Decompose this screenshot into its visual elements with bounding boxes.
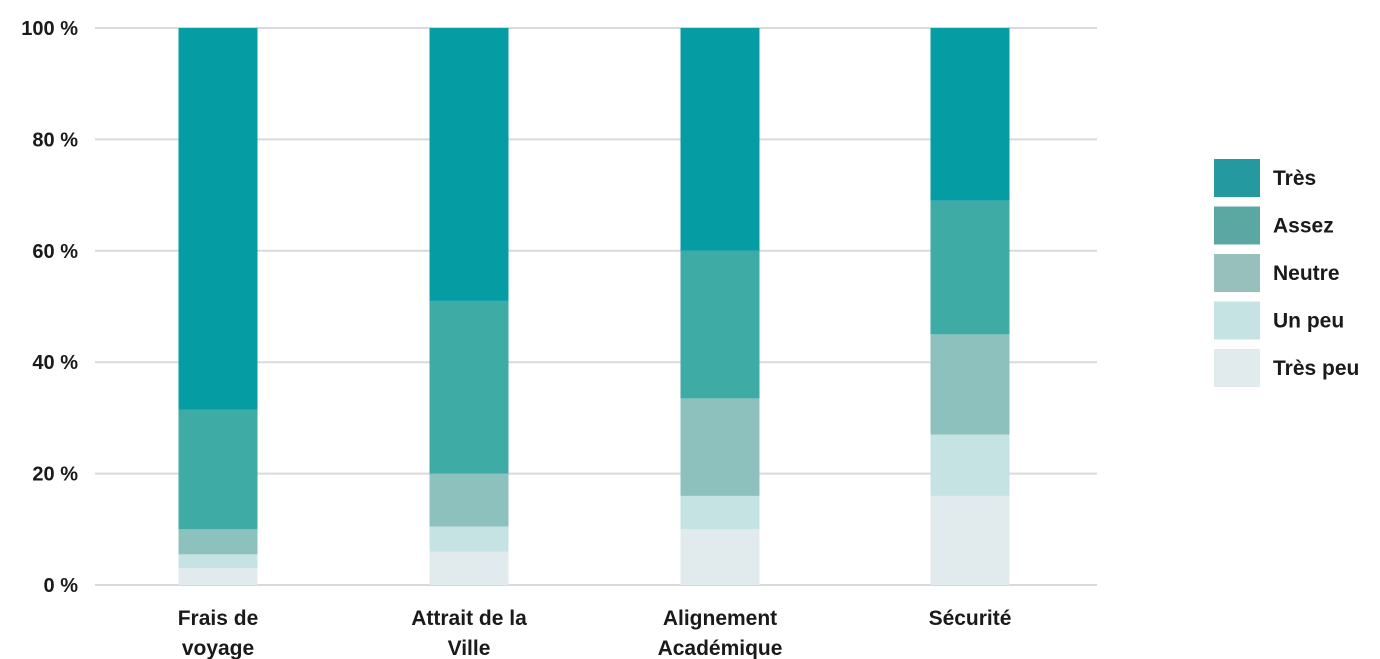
x-axis-category-labels: Frais de voyage Attrait de la Ville Aligneme… [178,607,1012,659]
bar-segment [429,473,509,527]
bar-segment [429,300,509,474]
bar-segment [429,526,509,552]
x-category-label: voyage [182,637,254,659]
gridlines [95,27,1097,586]
bar-segment [178,529,258,555]
x-category-label: Frais de [178,607,259,630]
legend-swatch [1214,301,1260,340]
legend-swatch [1214,159,1260,197]
x-category-label: Alignement [663,607,777,630]
x-category-label: Académique [658,637,783,659]
bar-segment [680,529,760,585]
y-tick-label: 40 % [32,352,78,374]
bar-segment [178,28,258,410]
y-axis-tick-labels: 0 % 20 % 40 % 60 % 80 % 100 % [21,18,78,597]
bar-segment [178,568,258,585]
bar-segment [930,495,1010,585]
legend-label: Très [1273,167,1316,190]
x-category-label: Ville [448,637,491,659]
bar-segment [680,250,760,399]
x-category-label: Sécurité [929,607,1012,630]
bar-segment [429,28,509,301]
legend: Très Assez Neutre Un peu Très peu [1214,159,1359,387]
bar-segment [930,434,1010,496]
y-tick-label: 0 % [44,575,79,597]
bar-segment [680,398,760,496]
legend-swatch [1214,349,1260,387]
bar-segment [930,334,1010,435]
bar-segment [680,495,760,530]
x-category-label: Attrait de la [411,607,527,630]
bar-segment [178,409,258,530]
legend-label: Un peu [1273,310,1344,333]
legend-label: Très peu [1273,357,1359,380]
bar-segment [178,554,258,569]
bar-segment [930,28,1010,201]
y-tick-label: 60 % [32,241,78,263]
legend-swatch [1214,254,1260,292]
legend-label: Assez [1273,215,1334,238]
bar-segment [930,200,1010,335]
legend-swatch [1214,206,1260,245]
y-tick-label: 100 % [21,18,78,40]
legend-label: Neutre [1273,262,1340,285]
bar-segment [429,551,509,585]
y-tick-label: 80 % [32,129,78,151]
bar-segment [680,28,760,251]
bars [178,28,1010,585]
y-tick-label: 20 % [32,464,78,486]
